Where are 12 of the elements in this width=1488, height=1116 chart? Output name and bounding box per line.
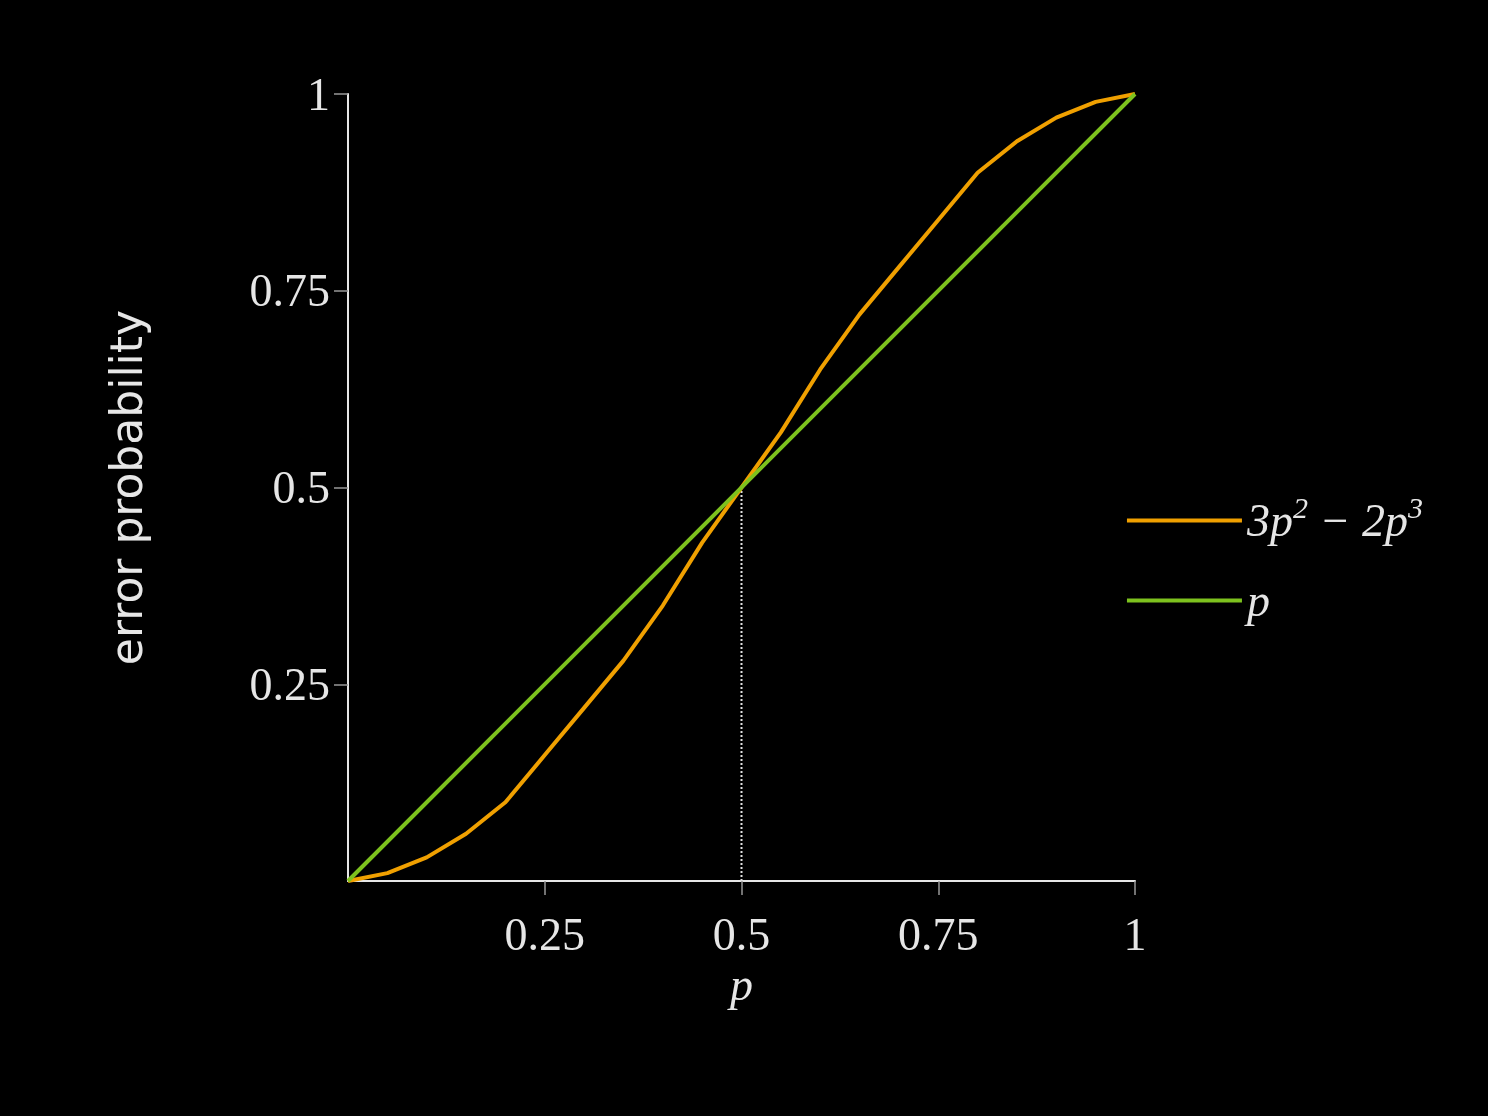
line-series xyxy=(346,92,1137,883)
y-tick-label: 0.25 xyxy=(249,658,330,710)
y-tick-label: 0.75 xyxy=(249,265,330,317)
y-tick-label: 1 xyxy=(307,68,330,120)
x-tick-label: 0.5 xyxy=(712,908,771,960)
y-axis-title: error probability xyxy=(100,309,152,666)
x-tick-label: 1 xyxy=(1123,908,1147,960)
x-axis-title: p xyxy=(727,959,753,1011)
y-tick-label: 0.5 xyxy=(272,462,330,513)
x-tick-label: 0.75 xyxy=(898,908,979,960)
x-tick-label: 0.25 xyxy=(504,908,585,960)
legend-label: p xyxy=(1243,575,1270,626)
